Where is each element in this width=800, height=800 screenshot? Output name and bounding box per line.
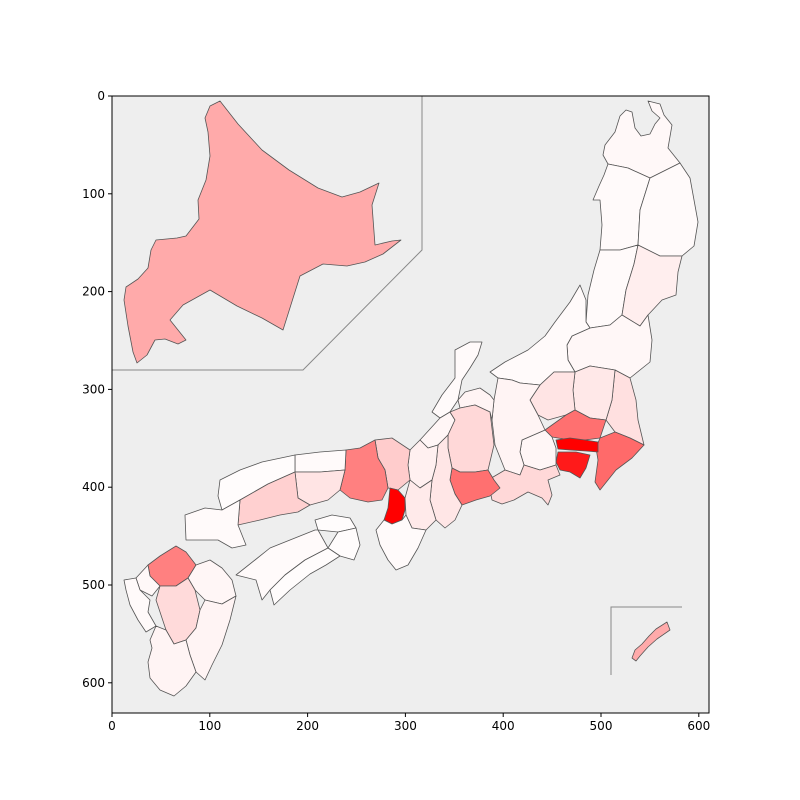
x-tick-label: 600 xyxy=(687,719,710,733)
y-tick-label: 200 xyxy=(82,285,105,299)
region-ishikawa xyxy=(431,341,483,419)
region-miyagi xyxy=(621,244,683,327)
x-tick-label: 0 xyxy=(108,719,116,733)
okinawa-inset-border xyxy=(610,606,682,675)
region-aomori xyxy=(602,100,681,179)
region-saitama xyxy=(544,409,607,441)
region-tokyo xyxy=(555,437,599,453)
x-tick-label: 500 xyxy=(590,719,613,733)
region-kagoshima xyxy=(147,625,197,697)
region-shizuoka xyxy=(487,464,561,506)
hokkaido-inset-border xyxy=(112,96,423,371)
region-wakayama xyxy=(375,514,427,571)
x-tick-label: 400 xyxy=(492,719,515,733)
y-tick-label: 100 xyxy=(82,187,105,201)
region-chiba xyxy=(594,431,645,491)
inset-frame-lines xyxy=(112,96,682,675)
region-nagano xyxy=(491,377,546,476)
region-iwate xyxy=(637,162,699,257)
x-tick-label: 200 xyxy=(296,719,319,733)
region-gifu xyxy=(447,404,495,473)
y-axis: 0 100 200 300 400 500 600 xyxy=(82,89,112,690)
x-tick-label: 100 xyxy=(198,719,221,733)
region-hiroshima xyxy=(237,471,311,526)
y-tick-label: 400 xyxy=(82,480,105,494)
axes-frame xyxy=(111,95,710,714)
region-miyazaki xyxy=(185,595,237,681)
region-kanagawa xyxy=(555,451,591,479)
y-tick-label: 300 xyxy=(82,382,105,396)
map-layer xyxy=(123,100,699,697)
y-tick-label: 600 xyxy=(82,676,105,690)
region-kochi xyxy=(269,547,341,606)
x-axis: 0 100 200 300 400 500 600 xyxy=(108,713,710,733)
region-okinawa xyxy=(631,621,671,662)
x-tick-label: 300 xyxy=(394,719,417,733)
y-tick-label: 0 xyxy=(97,89,105,103)
y-tick-label: 500 xyxy=(82,578,105,592)
region-yamaguchi xyxy=(184,499,247,549)
region-hokkaido xyxy=(123,100,402,364)
